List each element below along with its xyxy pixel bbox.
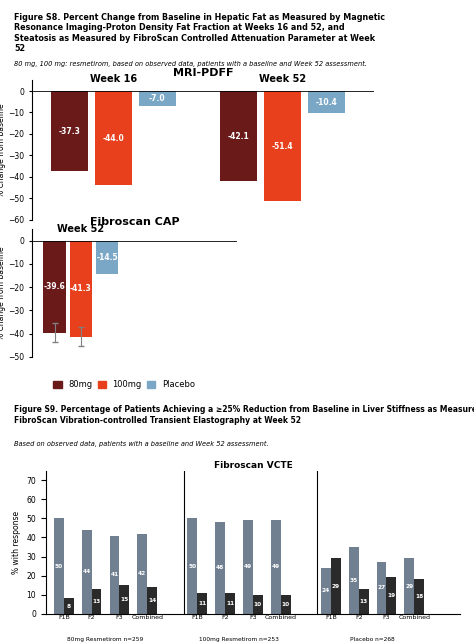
Text: Figure S8. Percent Change from Baseline in Hepatic Fat as Measured by Magnetic
R: Figure S8. Percent Change from Baseline … — [14, 13, 385, 53]
Text: 80 mg, 100 mg: resmetirom, based on observed data, patients with a baseline and : 80 mg, 100 mg: resmetirom, based on obse… — [14, 61, 367, 66]
Text: Based on observed data, patients with a baseline and Week 52 assessment.: Based on observed data, patients with a … — [14, 441, 269, 447]
Legend: 80mg, 100mg, Placebo: 80mg, 100mg, Placebo — [50, 377, 198, 392]
Text: Figure S9. Percentage of Patients Achieving a ≥25% Reduction from Baseline in Li: Figure S9. Percentage of Patients Achiev… — [14, 405, 474, 424]
